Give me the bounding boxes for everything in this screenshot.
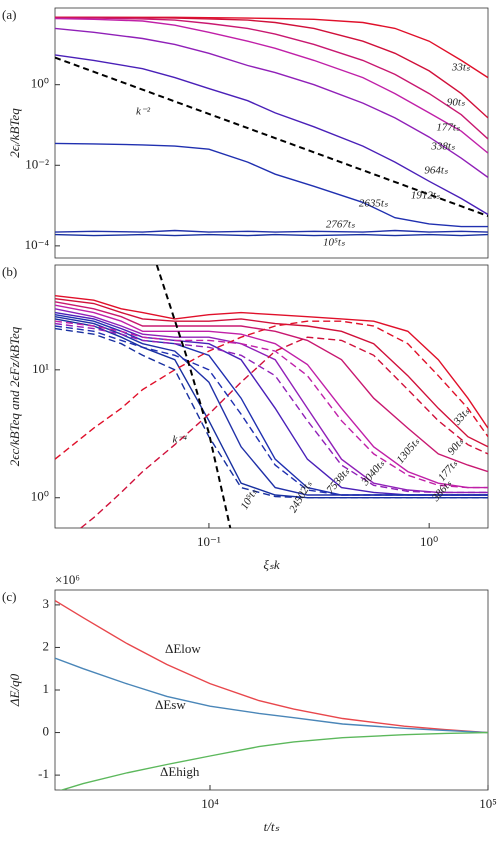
axes-box	[54, 7, 489, 259]
series-label: 1305tₛ	[394, 435, 423, 466]
y-axis-label: 2ϵᵢ/kBTeq	[7, 108, 22, 158]
series-label: ΔEhigh	[160, 764, 200, 779]
series-line	[55, 229, 488, 233]
series-label: 7538tₛ	[324, 465, 353, 496]
series-label: 2635tₛ	[359, 198, 389, 210]
panel-label: (c)	[2, 589, 16, 604]
series-label: 177tₛ	[436, 122, 461, 134]
series-line	[55, 17, 488, 140]
series-line	[55, 17, 488, 154]
series-line	[59, 731, 488, 790]
series-label: 33tₛ	[451, 62, 471, 74]
x-tick-label: 10⁻¹	[197, 534, 221, 549]
series-label: 338tₛ	[430, 141, 456, 153]
series-label: 964tₛ	[424, 165, 449, 177]
series-label: 10⁵tₛ	[238, 486, 260, 512]
x-tick-label: 10⁴	[201, 796, 219, 811]
series-label: ΔEsw	[155, 697, 186, 712]
axes-box	[54, 589, 489, 791]
y-tick-label: 0	[43, 724, 50, 739]
series-label: 90tₛ	[447, 97, 466, 109]
series-line	[55, 327, 488, 499]
series-line	[55, 16, 488, 119]
series-line	[55, 320, 488, 489]
y-tick-label: 10¹	[32, 361, 49, 376]
series-label: 33tₛ	[451, 405, 473, 428]
series-line	[55, 314, 488, 496]
panel-label: (a)	[2, 7, 16, 22]
panel-label: (b)	[2, 264, 17, 279]
series-line	[55, 320, 488, 460]
series-line	[55, 54, 488, 216]
plot-area	[55, 16, 488, 237]
y-multiplier: ×10⁶	[55, 572, 80, 587]
series-label: 1912tₛ	[411, 190, 441, 202]
series-line	[55, 298, 488, 448]
series-label: 90tₛ	[445, 435, 466, 457]
y-tick-label: 10⁻²	[25, 156, 49, 171]
y-tick-label: 1	[43, 681, 50, 696]
plot-area	[55, 600, 488, 790]
series-label: 3040tₛ	[359, 457, 388, 489]
plot-area	[55, 265, 488, 528]
y-tick-label: 10⁰	[31, 76, 49, 91]
series-label: 2767tₛ	[326, 219, 356, 231]
series-line	[55, 322, 488, 494]
series-line	[55, 56, 488, 217]
x-tick-label: 10⁰	[420, 534, 438, 549]
x-axis-label: ξₛk	[263, 557, 279, 572]
y-axis-label: 2ϵc/kBTeq and 2ϵFz/kBTeq	[7, 326, 22, 466]
axes-box	[54, 264, 489, 529]
series-line	[55, 301, 488, 473]
x-axis-label: t/tₛ	[264, 819, 280, 834]
series-line	[155, 265, 232, 528]
y-axis-label: ΔE/q0	[7, 673, 22, 707]
y-tick-label: 2	[43, 638, 50, 653]
series-line	[55, 657, 488, 734]
series-line	[55, 295, 488, 429]
series-label: k⁻⁴	[172, 434, 187, 446]
series-label: 10⁵tₛ	[323, 237, 346, 249]
series-label: ΔElow	[165, 641, 201, 656]
y-tick-label: 10⁻⁴	[25, 237, 50, 252]
series-line	[55, 142, 488, 228]
series-line	[55, 304, 488, 489]
series-line	[55, 316, 488, 496]
y-tick-label: 10⁰	[31, 489, 49, 504]
series-line	[55, 27, 488, 178]
series-label: k⁻²	[136, 106, 151, 118]
y-tick-label: -1	[38, 766, 49, 781]
series-line	[79, 336, 488, 528]
series-line	[55, 325, 488, 496]
series-line	[55, 600, 488, 734]
series-line	[55, 233, 488, 237]
x-tick-label: 10⁵	[479, 796, 497, 811]
y-tick-label: 3	[43, 596, 50, 611]
